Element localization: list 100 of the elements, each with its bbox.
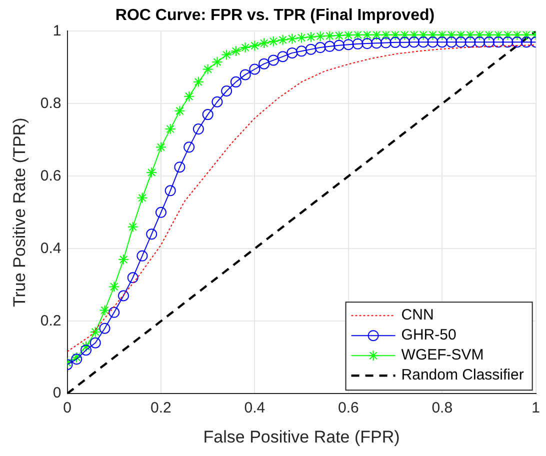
point — [118, 254, 129, 266]
point — [192, 76, 204, 88]
point — [249, 64, 260, 75]
point — [399, 36, 410, 48]
point — [334, 40, 345, 51]
point — [90, 337, 101, 348]
x-tick-label: 1 — [532, 400, 540, 417]
point — [221, 49, 232, 60]
point — [492, 31, 504, 40]
point — [418, 31, 429, 40]
y-tick-label: 0.2 — [40, 312, 62, 330]
point — [334, 31, 345, 42]
point — [464, 36, 476, 48]
x-tick-label: 0.4 — [244, 400, 266, 417]
point — [174, 162, 186, 173]
point — [164, 185, 176, 196]
point — [277, 34, 288, 46]
point — [127, 221, 138, 232]
point — [399, 31, 410, 40]
point — [258, 38, 270, 49]
point — [408, 36, 420, 48]
point — [427, 36, 438, 48]
point — [371, 38, 382, 49]
point — [455, 36, 466, 48]
point — [240, 69, 251, 80]
point — [502, 31, 514, 40]
point — [362, 31, 373, 40]
point — [371, 31, 382, 40]
point — [174, 105, 186, 116]
point — [352, 38, 364, 50]
point — [268, 36, 279, 47]
point — [446, 31, 457, 40]
point — [286, 33, 298, 44]
point — [474, 31, 486, 40]
point — [512, 31, 523, 40]
point — [240, 42, 251, 54]
y-axis-title: True Positive Rate (TPR) — [10, 118, 29, 308]
y-tick-label: 0.4 — [40, 240, 62, 257]
point — [202, 109, 214, 120]
point — [108, 281, 120, 292]
point — [146, 228, 158, 240]
point — [408, 31, 420, 40]
point — [108, 306, 120, 318]
point — [127, 272, 138, 284]
point — [455, 31, 466, 40]
point — [380, 37, 392, 48]
point — [296, 46, 308, 57]
x-tick-label: 0.6 — [338, 400, 359, 417]
point — [512, 36, 523, 48]
y-tick-label: 0 — [52, 384, 62, 402]
point — [80, 340, 92, 352]
point — [192, 124, 204, 135]
point — [221, 85, 232, 96]
point — [99, 322, 110, 334]
point — [258, 58, 270, 70]
point — [99, 304, 110, 316]
x-axis-title: False Positive Rate (FPR) — [203, 427, 400, 446]
legend-label: Random Classifier — [401, 366, 524, 384]
point — [146, 167, 158, 178]
point — [446, 36, 457, 48]
point — [296, 32, 308, 44]
point — [352, 31, 364, 40]
point — [230, 76, 242, 88]
point — [249, 40, 260, 52]
point — [314, 31, 326, 42]
point — [212, 56, 223, 68]
chart-title: ROC Curve: FPR vs. TPR (Final Improved) — [115, 7, 435, 24]
point — [464, 31, 476, 40]
legend-label: CNN — [401, 306, 434, 324]
point — [155, 206, 166, 218]
point — [380, 31, 392, 40]
point — [483, 36, 494, 48]
point — [324, 31, 336, 42]
point — [362, 38, 373, 50]
point — [390, 31, 401, 40]
point — [502, 36, 514, 48]
point — [483, 31, 494, 40]
point — [202, 64, 214, 75]
legend-label: WGEF-SVM — [401, 346, 484, 364]
point — [230, 46, 242, 57]
point — [305, 32, 316, 42]
point — [436, 31, 448, 40]
y-tick-label: 0.6 — [40, 167, 62, 184]
point — [342, 39, 354, 50]
point — [324, 40, 336, 52]
point — [118, 290, 129, 302]
point — [520, 31, 532, 40]
y-tick-label: 0.8 — [40, 94, 62, 112]
point — [286, 47, 298, 58]
point — [184, 142, 195, 153]
point — [212, 96, 223, 108]
point — [436, 36, 448, 48]
point — [164, 124, 176, 135]
point — [314, 42, 326, 54]
point — [305, 44, 316, 55]
point — [136, 250, 148, 262]
point — [184, 90, 195, 102]
x-tick-label: 0.8 — [432, 400, 453, 417]
point — [342, 31, 354, 41]
point — [520, 36, 532, 48]
